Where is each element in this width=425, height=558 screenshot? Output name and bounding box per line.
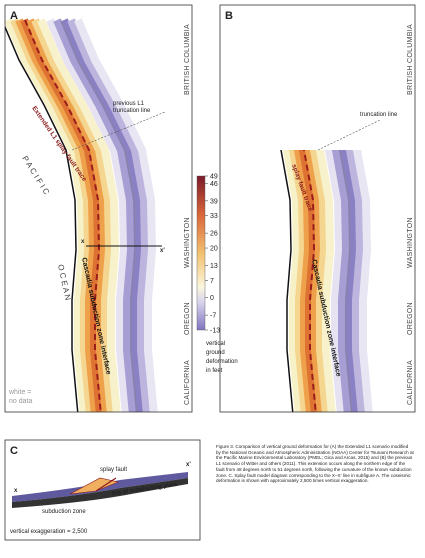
zone-label: subduction zone — [42, 509, 86, 515]
colorbar-tick-label: 49 — [210, 174, 218, 181]
colorbar-tick-label: -13 — [210, 328, 220, 335]
map-band — [282, 150, 373, 412]
exaggeration-note: vertical exaggeration = 2,500 — [10, 529, 88, 535]
splay-fault — [95, 477, 117, 492]
ocean-label: O C E A N — [56, 264, 72, 302]
coastline — [339, 150, 353, 412]
map-band — [5, 18, 158, 412]
coastline — [60, 19, 138, 412]
deformation-band — [304, 150, 325, 412]
deformation-band — [324, 150, 345, 412]
region-label: OREGON — [407, 302, 414, 335]
deformation-band — [67, 18, 151, 412]
region-label: BRITISH COLUMBIA — [184, 24, 191, 95]
deformation-band — [15, 18, 99, 412]
deformation-band — [46, 18, 130, 412]
deformation-band — [352, 150, 373, 412]
panel-c-frame — [4, 439, 201, 541]
deformation-band — [10, 18, 94, 412]
splay-label: splay fault — [100, 467, 127, 473]
splay-wedge — [69, 477, 120, 495]
colorbar-tick-label: 20 — [210, 246, 218, 253]
deformation-band — [53, 18, 137, 412]
section-end: x' — [186, 462, 191, 468]
deformation-band — [31, 18, 115, 412]
section-end: x — [14, 488, 18, 494]
deformation-band — [293, 150, 314, 412]
panel-label: A — [10, 10, 18, 22]
truncation-line — [71, 111, 166, 151]
fault-trace — [24, 19, 102, 412]
deformation-band — [282, 150, 303, 412]
no-data-note: white = — [8, 389, 31, 396]
subducting-plate — [12, 478, 188, 508]
colorbar-tick-label: 26 — [210, 231, 218, 238]
section-end: x' — [160, 248, 165, 254]
fault-trace — [302, 150, 317, 412]
region-label: OREGON — [184, 302, 191, 335]
caption: Figure 3. Comparison of vertical ground … — [216, 444, 414, 484]
deformation-band — [288, 150, 309, 412]
region-label: WASHINGTON — [407, 217, 414, 268]
legend-title: ground — [206, 350, 225, 356]
deformation-bands — [5, 18, 373, 412]
deformation-band — [309, 150, 330, 412]
no-data-note: no data — [9, 398, 32, 405]
colorbar — [196, 175, 206, 331]
panel-label: B — [225, 10, 233, 22]
panel-b-frame — [219, 4, 416, 413]
colorbar-tick-label: 39 — [210, 198, 218, 205]
region-label: WASHINGTON — [184, 217, 191, 268]
deformation-band — [338, 150, 359, 412]
colorbar-tick-label: 7 — [210, 278, 214, 285]
colorbar-tick-label: -7 — [210, 313, 216, 320]
deformation-band — [37, 18, 121, 412]
panel-a-frame — [4, 4, 193, 413]
truncation-line — [317, 119, 381, 151]
deformation-band — [315, 150, 336, 412]
colorbar-tick-label: 33 — [210, 213, 218, 220]
truncation-label: truncation line — [360, 112, 398, 118]
colorbar-tick-label: 0 — [210, 295, 214, 302]
colorbar-tick-label: 46 — [210, 181, 218, 188]
legend-title: deformation — [206, 359, 238, 365]
deformation-band — [74, 18, 158, 412]
panel-label: C — [10, 445, 18, 457]
region-label: CALIFORNIA — [407, 360, 414, 405]
truncation-label: truncation line — [113, 108, 151, 114]
section-end: x — [81, 239, 85, 245]
ocean-label: P A C I F I C — [20, 154, 51, 196]
subduction-line — [5, 25, 79, 412]
deformation-band — [26, 18, 110, 412]
deformation-band — [345, 150, 366, 412]
deformation-band — [60, 18, 144, 412]
legend-title: in feet — [206, 368, 223, 374]
deformation-band — [331, 150, 352, 412]
region-label: BRITISH COLUMBIA — [407, 24, 414, 95]
legend-title: vertical — [206, 341, 225, 347]
region-label: CALIFORNIA — [184, 360, 191, 405]
subduction-line — [280, 150, 294, 412]
colorbar-tick-label: 13 — [210, 263, 218, 270]
truncation-label: previous L1 — [113, 101, 145, 107]
deformation-band — [5, 18, 88, 412]
